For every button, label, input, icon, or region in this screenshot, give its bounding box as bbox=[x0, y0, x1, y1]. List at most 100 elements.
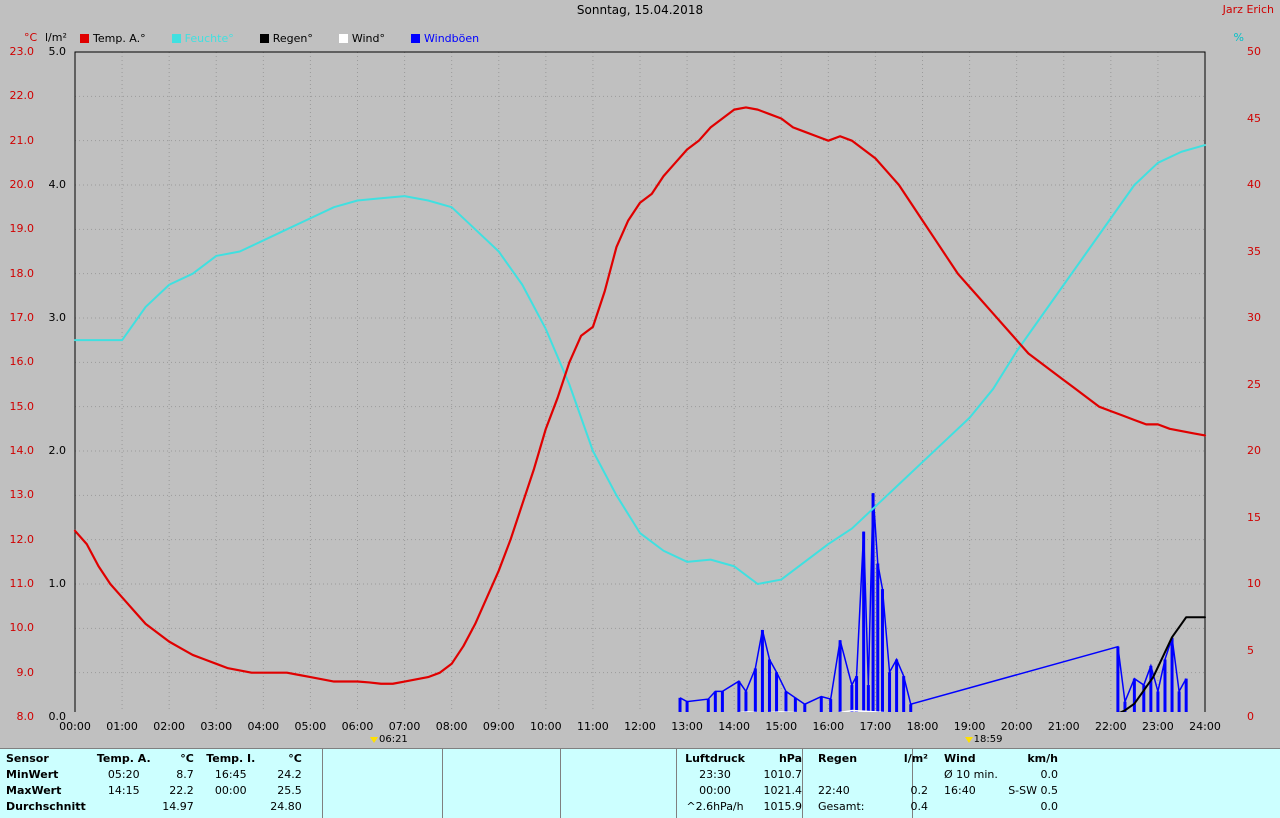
x-tick-5: 05:00 bbox=[294, 720, 327, 733]
col-unit-pressure: hPa bbox=[778, 752, 802, 765]
col-unit-rain: l/m² bbox=[903, 752, 928, 765]
sunrise-marker-label: 06:21 bbox=[378, 734, 408, 745]
legend-label-rain: Regen° bbox=[272, 31, 313, 45]
legend-swatch-temp bbox=[80, 33, 89, 43]
y-tick-temp-14: 9.0 bbox=[16, 665, 35, 679]
max-time-temp-i: 00:00 bbox=[214, 784, 247, 797]
y-tick-temp-6: 17.0 bbox=[9, 311, 35, 324]
rain-spacer-2 bbox=[880, 767, 932, 783]
max-time-pressure: 00:00 bbox=[699, 784, 731, 797]
row-label-avg: Durchschnitt bbox=[6, 800, 86, 813]
max-time-temp-a: 14:15 bbox=[107, 784, 140, 797]
wind-avg-label: Ø 10 min. bbox=[944, 768, 998, 781]
y-tick-wind-8: 10 bbox=[1247, 577, 1261, 590]
chart-legend: Temp. A.° Feuchte° Regen° Wind° Windböen bbox=[80, 31, 505, 45]
x-tick-8: 08:00 bbox=[435, 720, 468, 733]
y-tick-rain-1: 4.0 bbox=[48, 178, 67, 191]
wind-max-time: 16:40 bbox=[944, 784, 976, 797]
x-tick-18: 18:00 bbox=[906, 720, 939, 733]
pressure-trend: ^2.6hPa/h bbox=[686, 800, 744, 813]
sunset-marker: 18:59 bbox=[964, 734, 1003, 745]
y-tick-wind-3: 35 bbox=[1247, 244, 1261, 258]
x-tick-0: 00:00 bbox=[59, 720, 91, 733]
max-val-temp-a: 22.2 bbox=[169, 784, 194, 797]
wind-avg-val: 0.0 bbox=[1040, 768, 1059, 781]
y-tick-rain-3: 2.0 bbox=[48, 444, 67, 457]
x-tick-24: 24:00 bbox=[1189, 720, 1221, 733]
max-val-temp-i: 25.5 bbox=[277, 784, 302, 797]
y-tick-wind-9: 5 bbox=[1247, 643, 1254, 657]
rain-spacer-1 bbox=[806, 767, 880, 783]
title-bar: Sonntag, 15.04.2018 Jarz Erich bbox=[0, 0, 1280, 22]
x-tick-6: 06:00 bbox=[341, 720, 374, 733]
axis-unit-rain: l/m² bbox=[45, 31, 67, 44]
axis-unit-celsius: °C bbox=[24, 31, 38, 44]
rain-total-val: 0.4 bbox=[910, 800, 929, 813]
summary-table-right: Luftdruck hPa Regen l/m² Wind km/h 23:30… bbox=[680, 751, 1062, 815]
x-tick-7: 07:00 bbox=[388, 720, 421, 733]
legend-item-temp[interactable]: Temp. A.° bbox=[80, 32, 146, 45]
y-tick-rain-4: 1.0 bbox=[48, 577, 67, 590]
x-tick-21: 21:00 bbox=[1047, 720, 1080, 733]
chart-svg bbox=[73, 51, 1207, 712]
col-header-wind: Wind bbox=[944, 752, 976, 765]
x-tick-22: 22:00 bbox=[1094, 720, 1127, 733]
x-tick-13: 13:00 bbox=[671, 720, 703, 733]
y-tick-temp-4: 19.0 bbox=[9, 222, 35, 236]
wind-max-dir: S-SW bbox=[1008, 784, 1037, 797]
legend-item-humidity[interactable]: Feuchte° bbox=[171, 32, 234, 45]
x-tick-1: 01:00 bbox=[106, 720, 138, 733]
x-tick-3: 03:00 bbox=[200, 720, 233, 733]
wind-last-spacer bbox=[932, 799, 1002, 815]
sunset-marker-label: 18:59 bbox=[973, 734, 1003, 745]
y-tick-temp-15: 8.0 bbox=[16, 710, 35, 723]
axis-unit-humidity: % bbox=[1233, 31, 1244, 44]
col-header-temp-a: Temp. A. bbox=[96, 752, 151, 765]
sun-marker-icon bbox=[964, 737, 973, 743]
x-tick-12: 12:00 bbox=[624, 720, 656, 733]
y-tick-rain-2: 3.0 bbox=[48, 311, 67, 324]
min-val-temp-i: 24.2 bbox=[277, 768, 302, 781]
x-tick-20: 20:00 bbox=[1000, 720, 1033, 733]
y-tick-temp-1: 22.0 bbox=[9, 89, 35, 103]
y-tick-wind-5: 25 bbox=[1247, 377, 1261, 391]
x-tick-14: 14:00 bbox=[718, 720, 750, 733]
x-tick-10: 10:00 bbox=[529, 720, 562, 733]
y-tick-wind-2: 40 bbox=[1247, 178, 1261, 191]
y-tick-wind-4: 30 bbox=[1247, 311, 1261, 324]
y-tick-temp-2: 21.0 bbox=[9, 133, 35, 147]
min-time-pressure: 23:30 bbox=[699, 768, 731, 781]
y-tick-wind-7: 15 bbox=[1247, 510, 1261, 524]
max-val-pressure: 1021.4 bbox=[763, 784, 803, 797]
legend-item-wind[interactable]: Wind° bbox=[338, 32, 385, 45]
wind-max-dir-val: S-SW 0.5 bbox=[1002, 783, 1062, 799]
legend-item-gusts[interactable]: Windböen bbox=[411, 32, 479, 45]
y-tick-temp-11: 12.0 bbox=[9, 532, 35, 546]
y-tick-temp-9: 14.0 bbox=[9, 444, 35, 457]
rain-max-val: 0.2 bbox=[910, 784, 929, 797]
avg-spacer-1 bbox=[90, 799, 158, 815]
y-tick-wind-6: 20 bbox=[1247, 444, 1261, 457]
legend-label-temp: Temp. A.° bbox=[93, 31, 146, 45]
row-label-min: MinWert bbox=[6, 768, 59, 781]
x-tick-2: 02:00 bbox=[153, 720, 185, 733]
y-tick-temp-8: 15.0 bbox=[9, 399, 35, 413]
min-time-temp-i: 16:45 bbox=[214, 768, 247, 781]
sun-marker-icon bbox=[369, 737, 378, 743]
legend-item-rain[interactable]: Regen° bbox=[259, 31, 313, 45]
y-tick-rain-0: 5.0 bbox=[48, 45, 67, 58]
y-tick-wind-0: 50 bbox=[1247, 45, 1261, 58]
legend-label-gusts: Windböen bbox=[424, 31, 480, 45]
col-unit-temp-a: °C bbox=[180, 752, 194, 765]
y-tick-temp-7: 16.0 bbox=[9, 355, 35, 369]
col-header-temp-i: Temp. I. bbox=[206, 752, 256, 765]
rain-max-time: 22:40 bbox=[818, 784, 850, 797]
rain-total-label: Gesamt: bbox=[818, 800, 865, 813]
x-tick-15: 15:00 bbox=[765, 720, 798, 733]
pressure-trend-val: 1015.9 bbox=[763, 800, 803, 813]
row-label-max: MaxWert bbox=[6, 784, 62, 797]
y-tick-temp-10: 13.0 bbox=[9, 488, 35, 502]
y-tick-temp-12: 11.0 bbox=[9, 577, 35, 590]
col-header-rain: Regen bbox=[818, 752, 858, 765]
y-tick-temp-3: 20.0 bbox=[9, 178, 35, 191]
